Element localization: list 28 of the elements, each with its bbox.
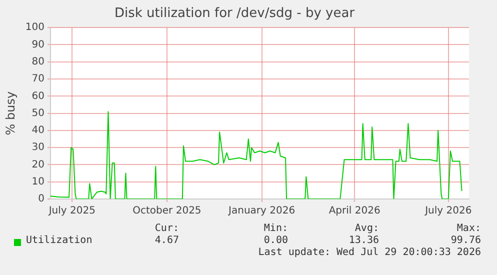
y-tick-label: 60: [32, 90, 44, 102]
y-tick-label: 90: [32, 39, 44, 50]
x-tick-label: January 2026: [228, 206, 296, 217]
x-tick-label: October 2025: [132, 206, 202, 217]
x-tick-label: July 2026: [424, 206, 472, 217]
y-tick-label: 40: [32, 125, 44, 136]
x-tick-label: April 2026: [328, 206, 380, 217]
y-tick-label: 70: [32, 74, 44, 85]
text: 99.76: [450, 235, 481, 246]
chart-title: Disk utilization for /dev/sdg - by year: [114, 6, 356, 22]
text: Cur:: [154, 223, 179, 234]
y-tick-label: 10: [32, 176, 44, 188]
x-tick-label: July 2025: [48, 206, 96, 217]
y-axis-title: % busy: [3, 91, 18, 136]
text: Last update: Wed Jul 29 20:00:33 2026: [258, 247, 481, 258]
legend-label: Utilization: [26, 235, 92, 246]
text: 0.00: [264, 235, 288, 246]
y-tick-label: 30: [32, 142, 44, 154]
y-tick-label: 100: [25, 22, 44, 34]
text: 4.67: [154, 235, 179, 246]
text: Max:: [456, 223, 481, 234]
y-tick-label: 80: [32, 56, 44, 68]
y-tick-label: 0: [38, 194, 44, 205]
text: 13.36: [348, 235, 379, 246]
text: Avg:: [354, 223, 379, 234]
y-tick-label: 50: [32, 108, 44, 119]
text: Min:: [264, 223, 288, 234]
y-tick-label: 20: [32, 159, 44, 170]
